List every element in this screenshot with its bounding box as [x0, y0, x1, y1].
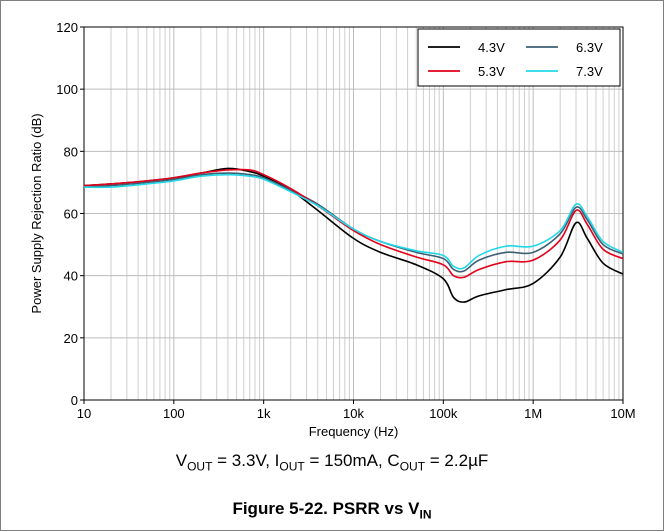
x-tick-label: 1M [524, 406, 542, 421]
series-line-7-3V [84, 173, 623, 270]
x-tick-label: 10M [610, 406, 635, 421]
x-tick-label: 100k [429, 406, 458, 421]
x-tick-label: 100 [163, 406, 185, 421]
x-axis-label: Frequency (Hz) [309, 424, 399, 439]
legend-box [417, 28, 621, 87]
y-tick-label: 40 [64, 269, 78, 284]
y-axis-label: Power Supply Rejection Ratio (dB) [29, 113, 44, 313]
x-tick-label: 10k [343, 406, 364, 421]
y-tick-label: 120 [56, 20, 78, 35]
y-tick-label: 60 [64, 207, 78, 222]
legend-label: 7.3V [576, 64, 603, 79]
legend-label: 6.3V [576, 40, 603, 55]
figure-caption: Figure 5-22. PSRR vs VIN [232, 499, 432, 522]
series-line-5-3V [84, 168, 623, 279]
y-tick-label: 0 [71, 393, 78, 408]
y-tick-label: 20 [64, 331, 78, 346]
psrr-chart: 10 100 1k 10k 100k 1M 10M 0 20 40 60 80 100 120 Freque… [29, 20, 636, 439]
x-tick-label: 10 [77, 406, 91, 421]
legend-label: 5.3V [478, 64, 505, 79]
y-tick-label: 80 [64, 144, 78, 159]
legend-label: 4.3V [478, 40, 505, 55]
x-tick-label: 1k [257, 406, 271, 421]
test-conditions: VOUT = 3.3V, IOUT = 150mA, COUT = 2.2µF [175, 451, 489, 474]
y-tick-label: 100 [56, 82, 78, 97]
